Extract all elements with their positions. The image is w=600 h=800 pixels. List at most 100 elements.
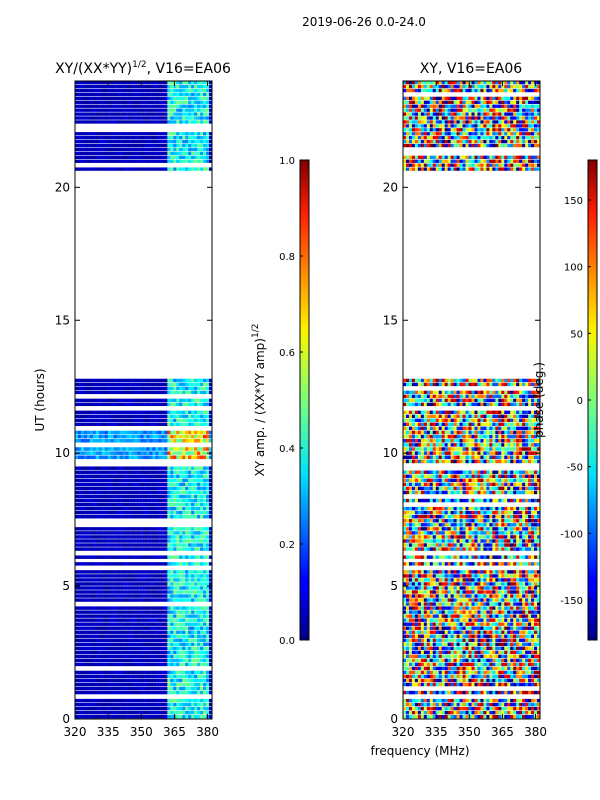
heatmap-cell [420,614,425,618]
heatmap-cell [462,582,466,586]
heatmap-cell [152,594,156,598]
heatmap-cell [203,470,207,474]
heatmap-cell [110,402,115,407]
heatmap-cell [185,167,189,171]
heatmap-cell [131,410,135,415]
heatmap-cell [185,610,189,614]
heatmap-cell [429,622,434,626]
heatmap-cell [206,474,210,478]
heatmap-cell [164,626,168,630]
heatmap-cell [170,702,174,707]
heatmap-cell [110,574,115,578]
heatmap-cell [516,622,520,626]
heatmap-cell [107,81,112,85]
heatmap-cell [191,606,195,610]
heatmap-cell [170,674,174,679]
heatmap-cell [197,486,201,491]
heatmap-cell [86,430,91,435]
heatmap-cell [128,535,132,539]
heatmap-cell [161,151,165,156]
heatmap-cell [173,618,177,622]
heatmap-cell [158,654,162,659]
heatmap-cell [116,155,121,159]
heatmap-cell [75,682,79,687]
amplitude-colorbar-gradient [299,159,310,641]
heatmap-cell [477,586,481,590]
heatmap-cell [191,502,195,507]
heatmap-cell [477,618,481,622]
heatmap-cell [194,690,198,695]
heatmap-cell [149,84,153,89]
heatmap-cell [495,594,499,598]
heatmap-cell [122,402,127,407]
heatmap-cell [122,447,127,451]
heatmap-cell [203,378,207,383]
heatmap-cell [122,139,127,144]
heatmap-cell [128,634,132,638]
heatmap-cell [182,618,186,622]
heatmap-cell [140,547,144,551]
heatmap-cell [77,698,82,703]
heatmap-cell [423,594,428,598]
heatmap-cell [113,139,118,144]
heatmap-cell [167,100,171,104]
heatmap-cell [77,438,82,443]
heatmap-cell [203,382,207,387]
heatmap-cell [155,646,159,651]
heatmap-cell [185,451,189,455]
heatmap-cell [107,382,112,387]
heatmap-cell [101,494,106,499]
heatmap-cell [164,618,168,622]
heatmap-cell [206,112,210,116]
heatmap-cell [173,678,177,683]
heatmap-cell [149,120,153,124]
heatmap-cell [197,646,201,651]
heatmap-cell [507,610,511,614]
heatmap-cell [200,159,204,163]
heatmap-cell [516,578,520,582]
heatmap-cell [173,570,177,574]
heatmap-cell [203,662,207,667]
heatmap-cell [116,642,121,647]
heatmap-cell [173,482,177,487]
heatmap-cell [134,698,138,703]
heatmap-cell [164,638,168,642]
heatmap-cell [95,586,100,590]
heatmap-cell [83,714,88,719]
heatmap-cell [432,570,437,574]
heatmap-cell [164,578,168,582]
heatmap-cell [89,155,94,159]
heatmap-cell [113,120,118,124]
heatmap-cell [179,590,183,594]
heatmap-cell [167,136,171,140]
heatmap-cell [185,410,189,415]
heatmap-cell [101,690,106,695]
heatmap-cell [152,614,156,618]
heatmap-cell [176,438,180,443]
heatmap-cell [143,139,147,144]
heatmap-cell [194,398,198,403]
heatmap-cell [98,92,103,97]
heatmap-cell [89,470,94,474]
heatmap-cell [89,116,94,120]
heatmap-cell [140,398,144,403]
heatmap-cell [80,438,85,443]
heatmap-cell [179,447,183,451]
heatmap-cell [119,646,124,651]
heatmap-cell [104,555,109,559]
heatmap-cell [447,586,452,590]
heatmap-cell [95,167,100,171]
heatmap-cell [209,155,213,159]
heatmap-cell [113,100,118,104]
heatmap-cell [197,634,201,638]
heatmap-cell [125,578,130,582]
heatmap-cell [125,498,130,503]
heatmap-cell [137,510,141,515]
heatmap-cell [438,630,443,634]
heatmap-cell [131,470,135,474]
heatmap-cell [465,606,469,610]
heatmap-cell [164,159,168,163]
heatmap-cell [107,510,112,515]
heatmap-cell [146,84,150,89]
heatmap-cell [75,104,79,108]
